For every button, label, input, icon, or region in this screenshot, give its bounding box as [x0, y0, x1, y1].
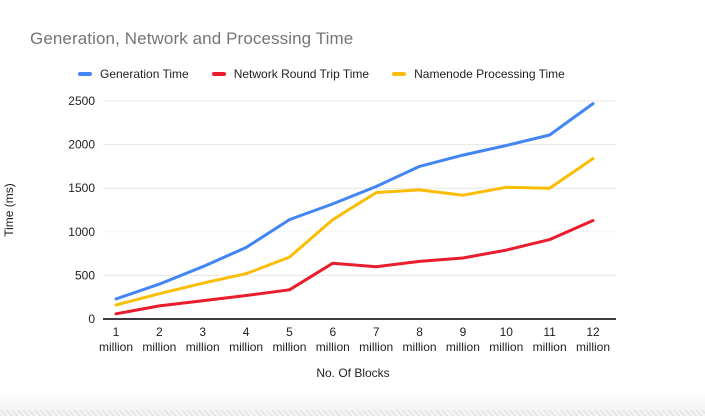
network-round-trip-time-swatch-icon: [211, 72, 226, 76]
x-tick-label: 4: [243, 325, 250, 339]
x-tick-label: million: [316, 340, 350, 354]
y-axis-title: Time (ms): [2, 183, 16, 237]
x-tick-label: million: [272, 340, 306, 354]
legend-label: Generation Time: [100, 67, 189, 81]
x-tick-label: million: [446, 340, 480, 354]
chart-title: Generation, Network and Processing Time: [30, 29, 354, 48]
series-line-namenode-processing-time: [114, 157, 595, 307]
x-tick-label: million: [533, 340, 567, 354]
legend-item-namenode-processing-time: Namenode Processing Time: [392, 67, 565, 81]
x-tick-label: million: [576, 340, 610, 354]
x-tick-label: million: [403, 340, 437, 354]
y-tick-label: 1500: [68, 181, 95, 195]
x-tick-label: million: [359, 340, 393, 354]
legend-label: Namenode Processing Time: [414, 67, 565, 81]
x-tick-label: million: [186, 340, 220, 354]
x-tick-label: 2: [156, 325, 163, 339]
y-tick-label: 1000: [68, 225, 95, 239]
namenode-processing-time-swatch-icon: [392, 72, 407, 76]
legend-item-generation-time: Generation Time: [78, 67, 189, 81]
x-tick-label: 11: [543, 325, 556, 339]
y-tick-label: 2000: [68, 138, 95, 152]
x-tick-label: 12: [586, 325, 600, 339]
x-tick-label: 10: [500, 325, 514, 339]
legend-item-network-round-trip-time: Network Round Trip Time: [211, 67, 370, 81]
x-tick-label: million: [99, 340, 133, 354]
x-axis-title: No. Of Blocks: [316, 366, 390, 380]
x-tick-label: 5: [286, 325, 293, 339]
x-tick-label: million: [229, 340, 263, 354]
slide-background-strip: [0, 393, 705, 416]
y-tick-label: 0: [88, 312, 95, 326]
y-tick-label: 500: [75, 268, 95, 282]
y-tick-label: 2500: [68, 94, 95, 108]
generation-time-swatch-icon: [78, 72, 92, 76]
legend-label: Network Round Trip Time: [233, 67, 370, 81]
x-tick-label: million: [489, 340, 523, 354]
chart-legend: Generation Time Network Round Trip Time …: [78, 67, 565, 81]
x-tick-label: 1: [113, 325, 120, 339]
x-tick-label: million: [142, 340, 176, 354]
series-line-network-round-trip-time: [114, 219, 595, 316]
x-tick-label: 3: [199, 325, 206, 339]
series-line-generation-time: [114, 102, 595, 301]
x-tick-label: 8: [416, 325, 423, 339]
x-tick-label: 7: [373, 325, 380, 339]
x-tick-label: 6: [329, 325, 336, 339]
x-tick-label: 9: [460, 325, 467, 339]
